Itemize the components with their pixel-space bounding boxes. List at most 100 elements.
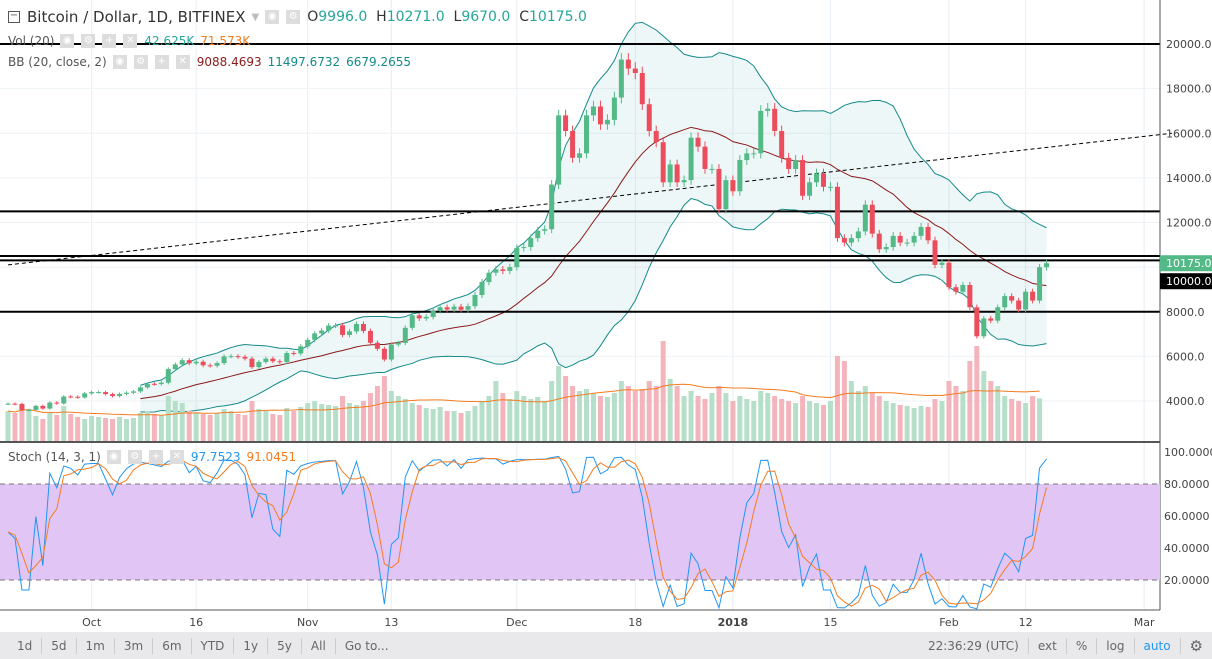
candle-body [960,284,966,292]
candle-body [472,295,478,307]
candle [869,200,875,238]
candle-body [758,110,764,154]
candle [584,109,590,159]
close-icon[interactable]: ✕ [169,450,184,464]
ext-toggle[interactable]: ext [1029,637,1067,654]
volume-bar [960,391,966,441]
candle-body [632,68,638,74]
percent-toggle[interactable]: % [1067,637,1098,654]
volume-bar [437,407,443,441]
volume-bar [256,409,262,441]
plus-icon[interactable]: + [154,55,169,69]
price-marker [1160,273,1212,290]
range-5d[interactable]: 5d [42,637,77,654]
volume-bar [542,401,548,441]
close-icon[interactable]: ✕ [175,55,190,69]
candle-body [61,396,67,404]
candle [960,281,966,295]
volume-bar [695,396,701,441]
candle [793,155,799,174]
candle-body [207,365,213,367]
range-all[interactable]: All [302,637,336,654]
candle [604,114,610,130]
price-chart[interactable]: 4000.0 6000.0 8000.0 12000.0 14000.0 16000.0 1… [0,0,1212,632]
candle-body [263,358,269,362]
volume-bar [270,414,276,441]
eye-icon[interactable]: ◉ [112,55,127,69]
candle [165,367,171,385]
range-ytd[interactable]: YTD [192,637,235,654]
candle [897,232,903,247]
range-6m[interactable]: 6m [153,637,192,654]
volume-bar [758,391,764,441]
range-1d[interactable]: 1d [8,637,43,654]
volume-bar [953,386,959,441]
volume-bar [214,413,220,441]
volume-bar [409,403,415,441]
candle-body [277,361,283,363]
gear-icon[interactable]: ⚙ [133,55,148,69]
volume-indicator-name[interactable]: Vol (20) [8,34,55,48]
gear-icon[interactable]: ⚙ [1189,636,1203,655]
range-1y[interactable]: 1y [234,637,269,654]
volume-bar [925,407,931,441]
candle [772,102,778,137]
volume-bar [521,396,527,441]
close-icon[interactable]: ✕ [123,34,138,48]
price-tick-label: 16000.0 [1166,127,1212,140]
bb-lower-line [140,198,1047,413]
candle [486,269,492,286]
range-3m[interactable]: 3m [115,637,154,654]
volume-bar [89,416,95,441]
candle [974,304,980,339]
log-toggle[interactable]: log [1097,637,1135,654]
candle-body [144,383,150,388]
gear-icon[interactable]: ⚙ [286,10,301,24]
eye-icon[interactable]: ◉ [60,34,75,48]
eye-icon[interactable]: ◉ [265,10,280,24]
volume-bar [834,356,840,441]
volume-bar [625,386,631,441]
volume-bar [117,417,123,441]
clock[interactable]: 22:36:29 (UTC) [919,637,1029,654]
volume-bar [974,346,980,441]
candle [291,350,297,356]
candle-body [793,160,799,169]
auto-toggle[interactable]: auto [1135,637,1181,654]
plus-icon[interactable]: + [148,450,163,464]
candle-body [40,405,46,409]
range-1m[interactable]: 1m [77,637,115,654]
candle-body [604,119,610,125]
chevron-down-icon[interactable]: ▼ [251,11,260,23]
candle [646,98,652,137]
candle-body [1030,291,1036,301]
plus-icon[interactable]: + [102,34,117,48]
candle [409,312,415,331]
eye-icon[interactable]: ◉ [106,450,121,464]
bb-indicator-name[interactable]: BB (20, close, 2) [8,55,107,69]
volume-bar [193,413,199,441]
candle [5,402,11,405]
candle [242,354,248,361]
stoch-indicator-name[interactable]: Stoch (14, 3, 1) [8,450,101,464]
collapse-icon[interactable]: − [8,10,20,23]
volume-bar [312,401,318,441]
candle-body [333,325,339,327]
candle [779,125,785,163]
gear-icon[interactable]: ⚙ [81,34,96,48]
goto-button[interactable]: Go to... [344,638,389,653]
candle-body [939,262,945,265]
candle [988,315,994,324]
candle-body [814,173,820,183]
volume-bar [458,413,464,441]
symbol-title[interactable]: Bitcoin / Dollar, 1D, BITFINEX [27,8,246,26]
volume-bar [1030,396,1036,441]
gear-icon[interactable]: ⚙ [127,450,142,464]
candle [827,182,833,192]
volume-bar [40,419,46,441]
stoch-tick-label: 40.0000 [1164,542,1210,555]
range-5y[interactable]: 5y [268,637,302,654]
volume-bar [151,414,157,441]
candle [430,308,436,320]
candle [179,358,185,367]
